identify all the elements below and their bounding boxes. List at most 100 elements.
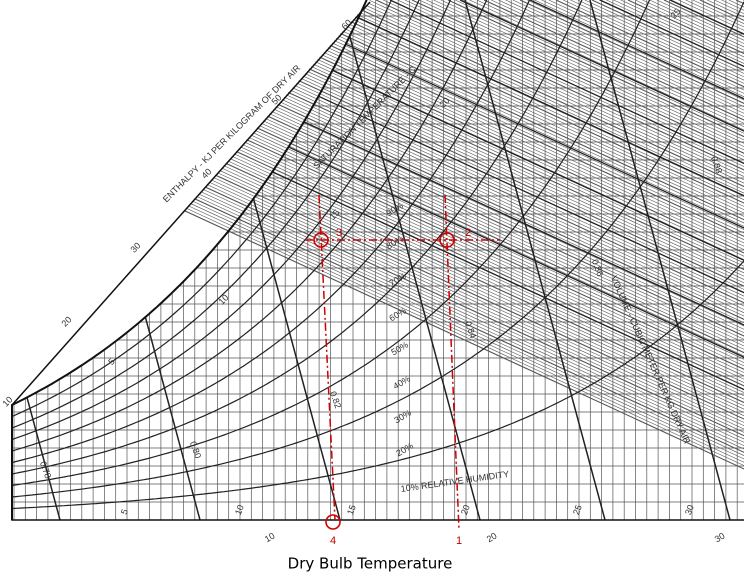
enthalpy-tick: 30: [128, 240, 142, 254]
dry-bulb-tick: 30: [713, 531, 727, 545]
rh-label: 90%: [384, 201, 405, 219]
enthalpy-line: [411, 0, 744, 520]
enthalpy-line: [368, 0, 744, 520]
enthalpy-line: [433, 0, 744, 520]
enthalpy-line: [491, 0, 744, 520]
enthalpy-line: [455, 0, 744, 520]
enthalpy-tick: 60: [339, 17, 353, 31]
rh-curve: [12, 0, 744, 520]
enthalpy-line: [397, 0, 744, 520]
enthalpy-line: [246, 0, 744, 520]
rh-label: 20%: [394, 441, 415, 459]
enthalpy-line: [519, 0, 744, 520]
enthalpy-line: [332, 0, 744, 520]
enthalpy-line: [311, 0, 744, 520]
enthalpy-line: [203, 0, 744, 520]
volume-line: [59, 0, 201, 520]
enthalpy-line: [267, 0, 744, 520]
enthalpy-line: [483, 0, 744, 520]
enthalpy-line: [318, 0, 744, 520]
dry-bulb-tick: 20: [485, 531, 499, 545]
enthalpy-line: [131, 0, 744, 520]
enthalpy-tick: 20: [59, 314, 73, 328]
enthalpy-line: [289, 0, 744, 520]
state-point: [313, 232, 329, 248]
process-line: [444, 194, 460, 531]
wet-bulb-line: [109, 0, 744, 520]
dry-bulb-tick: 15: [345, 503, 358, 516]
saturation-tick: 20: [437, 95, 451, 109]
saturation-curve: [11, 0, 368, 520]
enthalpy-line: [469, 0, 744, 520]
enthalpy-line: [116, 0, 744, 520]
enthalpy-line: [217, 0, 744, 520]
rh-label: 60%: [387, 306, 408, 324]
volume-tick: 0.78: [38, 460, 53, 480]
enthalpy-line: [188, 0, 744, 520]
rh-label: 50%: [389, 340, 410, 358]
state-point: [439, 232, 455, 248]
enthalpy-line: [375, 0, 744, 520]
dry-bulb-tick: 25: [571, 503, 584, 516]
enthalpy-line: [620, 0, 744, 520]
volume-line: [464, 0, 606, 520]
wet-bulb-line: [459, 0, 744, 520]
rh-label: 30%: [392, 408, 413, 426]
enthalpy-line: [404, 0, 744, 520]
enthalpy-line: [174, 0, 744, 520]
rh-curve: [12, 1, 744, 520]
axis-label: Dry Bulb Temperature: [288, 555, 453, 573]
rh-curve: [12, 0, 744, 520]
enthalpy-line: [325, 0, 744, 520]
wet-bulb-line: [179, 0, 744, 520]
enthalpy-line: [239, 0, 744, 520]
dry-bulb-tick: 20: [459, 503, 472, 516]
enthalpy-line: [447, 0, 744, 520]
enthalpy-line: [145, 0, 744, 520]
enthalpy-line: [275, 0, 744, 520]
wet-bulb-line: [389, 0, 744, 520]
enthalpy-line: [512, 0, 744, 520]
wet-bulb-line: [249, 0, 744, 520]
enthalpy-line: [303, 0, 744, 520]
enthalpy-line: [87, 0, 744, 520]
point-label: 4: [330, 535, 336, 547]
enthalpy-line: [282, 0, 744, 520]
point-label: 3: [336, 227, 342, 239]
enthalpy-line: [462, 0, 744, 520]
enthalpy-line: [159, 0, 744, 520]
chart-border: [11, 1, 744, 521]
rh-curve: [12, 0, 744, 520]
enthalpy-line: [505, 0, 744, 520]
enthalpy-line: [138, 0, 744, 520]
volume-line: [589, 0, 731, 520]
